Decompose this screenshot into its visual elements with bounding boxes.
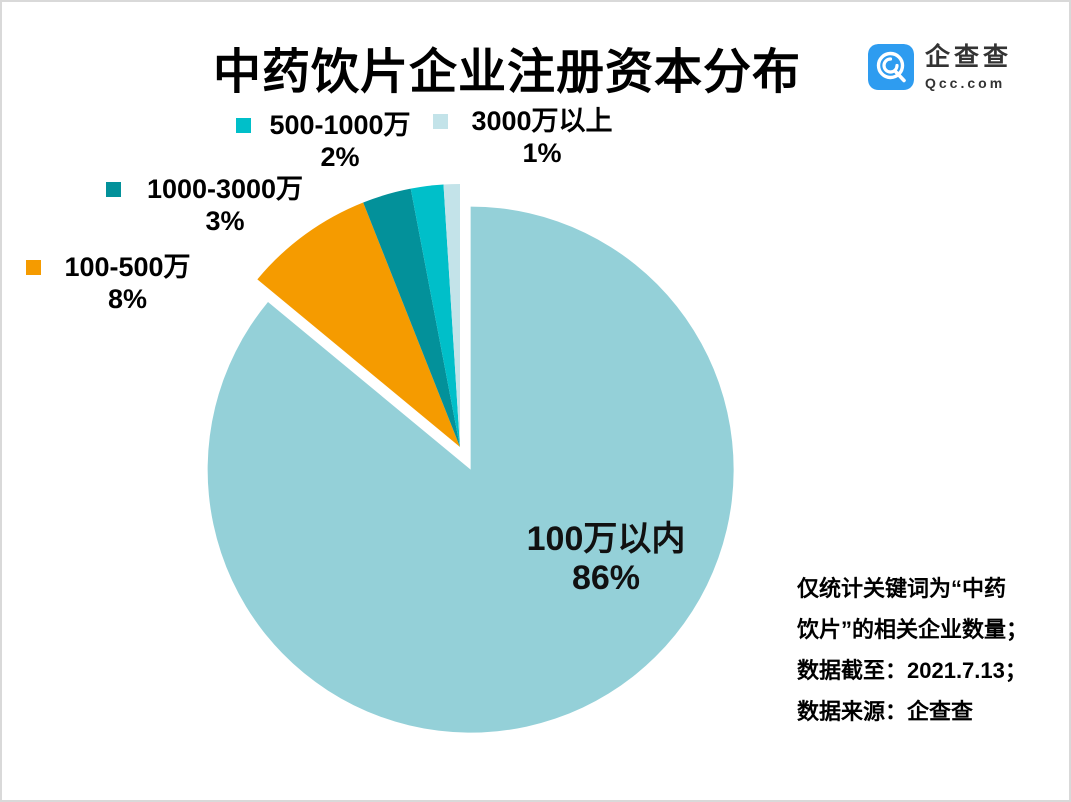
slice-label-text: 3000万以上 1% xyxy=(471,106,613,168)
chart-title: 中药饮片企业注册资本分布 xyxy=(212,46,802,99)
slice-label-1000-3000: 1000-3000万 3% xyxy=(106,173,315,237)
annotation-note: 仅统计关键词为“中药 饮片”的相关企业数量； 数据截至：2021.7.13； 数… xyxy=(797,568,1067,732)
qcc-logo: 企查查 Qcc.com xyxy=(868,44,1012,90)
legend-swatch-3000plus xyxy=(433,114,448,129)
legend-swatch-1000-3000 xyxy=(106,182,121,197)
slice-label-text: 500-1000万 2% xyxy=(269,110,411,172)
slice-label-3000plus: 3000万以上 1% xyxy=(433,105,622,169)
qcc-q-spiral-icon xyxy=(868,44,914,90)
pie-slice-4 xyxy=(443,184,460,447)
pie-slice-0 xyxy=(207,206,734,733)
pie-slice-2 xyxy=(363,188,460,447)
note-line: 饮片”的相关企业数量； xyxy=(797,617,1029,642)
slice-label-100-500: 100-500万 8% xyxy=(26,251,200,315)
pie-slice-1 xyxy=(257,202,460,447)
legend-swatch-500-1000 xyxy=(236,118,251,133)
slice-label-text: 1000-3000万 3% xyxy=(146,174,304,236)
slice-label-100wan-inside: 100万以内 86% xyxy=(526,520,686,597)
pie-slice-3 xyxy=(410,184,460,447)
qcc-logo-domain: Qcc.com xyxy=(925,74,1006,91)
note-line: 数据来源：企查查 xyxy=(797,699,974,724)
legend-swatch-100-500 xyxy=(26,260,41,275)
qcc-logo-name: 企查查 xyxy=(925,42,1013,71)
slice-label-500-1000: 500-1000万 2% xyxy=(236,109,415,173)
qcc-logo-text: 企查查 Qcc.com xyxy=(925,42,1013,91)
note-line: 数据截至：2021.7.13； xyxy=(797,658,1027,683)
slice-label-text: 100-500万 8% xyxy=(64,252,191,314)
note-line: 仅统计关键词为“中药 xyxy=(797,576,1007,601)
